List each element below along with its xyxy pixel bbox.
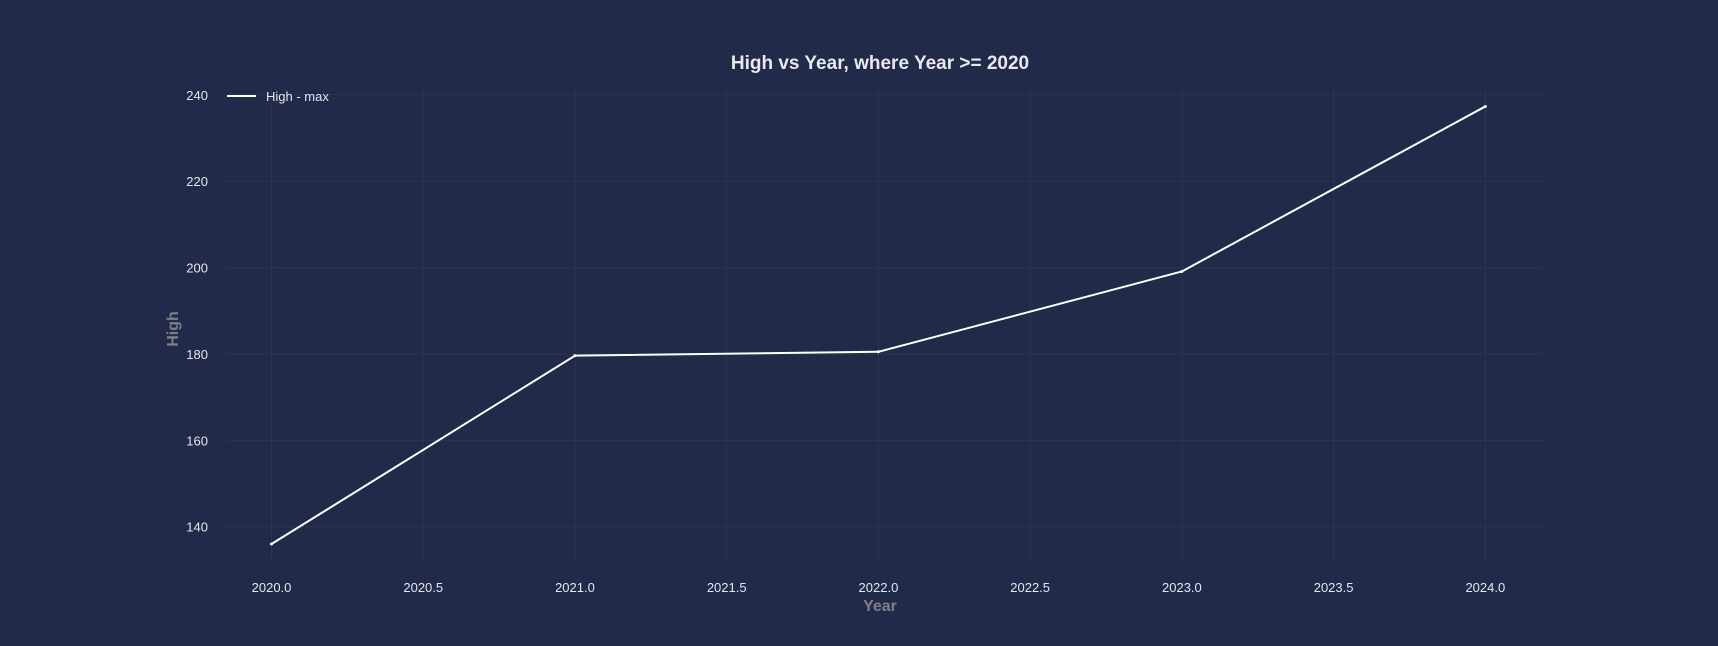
y-tick-label: 180: [186, 347, 208, 362]
x-tick-label: 2024.0: [1465, 580, 1505, 595]
x-tick-label: 2022.5: [1010, 580, 1050, 595]
x-tick-label: 2020.0: [252, 580, 292, 595]
data-point: [876, 350, 880, 354]
series-layer: [270, 104, 1487, 546]
data-point: [270, 542, 274, 546]
legend: High - max: [227, 89, 329, 104]
y-axis-label: High: [165, 311, 182, 347]
x-tick-label: 2023.0: [1162, 580, 1202, 595]
y-tick-label: 200: [186, 261, 208, 276]
grid-layer: [226, 87, 1543, 560]
x-axis-label: Year: [863, 598, 897, 615]
data-point: [1483, 104, 1487, 108]
y-tick-label: 160: [186, 433, 208, 448]
y-tick-label: 140: [186, 520, 208, 535]
chart-title: High vs Year, where Year >= 2020: [731, 53, 1029, 74]
y-axis: 140 160 180 200 220 240: [186, 88, 208, 535]
x-tick-label: 2021.0: [555, 580, 595, 595]
data-point: [573, 354, 577, 358]
x-axis: 2020.0 2020.5 2021.0 2021.5 2022.0 2022.5 2023…: [252, 580, 1506, 595]
x-tick-label: 2021.5: [707, 580, 747, 595]
x-tick-label: 2022.0: [859, 580, 899, 595]
legend-label-high-max: High - max: [266, 89, 329, 104]
x-tick-label: 2023.5: [1314, 580, 1354, 595]
y-tick-label: 220: [186, 174, 208, 189]
data-point: [1180, 269, 1184, 273]
y-tick-label: 240: [186, 88, 208, 103]
x-tick-label: 2020.5: [403, 580, 443, 595]
